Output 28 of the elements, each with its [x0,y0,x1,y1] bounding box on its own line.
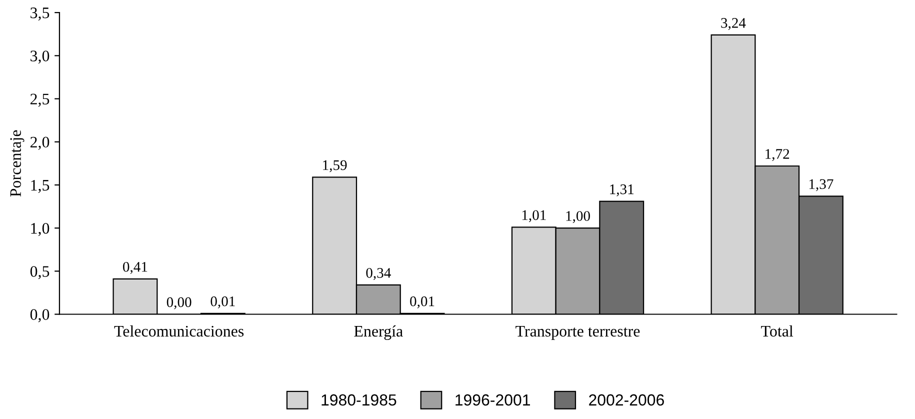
data-label: 1,37 [809,179,834,192]
x-tick-label: Transporte terrestre [516,326,640,340]
data-label: 1,31 [610,184,634,196]
legend-label: 1996-2001 [456,394,530,406]
legend-label: 2002-2006 [589,394,664,406]
y-tick-label: 2,0 [30,136,50,150]
data-label: 0,01 [410,296,434,308]
y-tick-label: 0,0 [30,309,50,322]
data-label: 1,01 [522,210,546,222]
y-tick-label: 1,5 [31,180,50,193]
data-label: 1,72 [766,149,790,161]
y-axis-title: Porcentaje [10,130,24,197]
legend-label: 1980-1985 [322,394,396,406]
x-tick-label: Total [761,325,794,337]
y-tick-label: 1,0 [31,222,50,236]
y-tick-label: 3,0 [30,50,50,64]
y-tick-label: 2,5 [30,94,50,107]
data-label: 3,24 [721,18,746,30]
y-tick-label: 0,5 [30,266,50,280]
y-tick-label: 3,5 [30,8,50,21]
data-label: 0,01 [210,296,235,308]
x-tick-label: Telecomunicaciones [114,325,244,337]
data-label: 0,41 [123,262,148,274]
data-label: 0,00 [166,297,192,310]
data-label: 0,34 [366,268,391,280]
data-label: 1,00 [566,211,590,224]
x-tick-label: Energía [354,325,403,340]
data-label: 1,59 [323,160,347,172]
